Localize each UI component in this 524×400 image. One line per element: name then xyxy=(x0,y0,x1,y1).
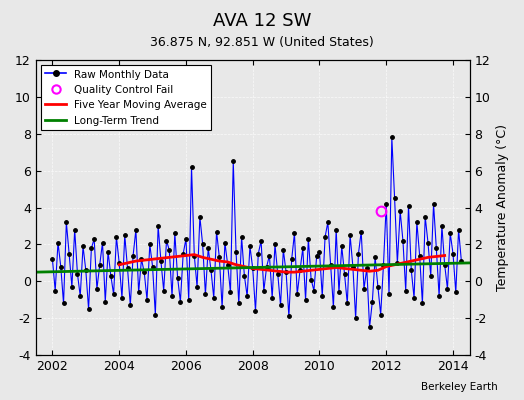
Text: 36.875 N, 92.851 W (United States): 36.875 N, 92.851 W (United States) xyxy=(150,36,374,49)
Text: AVA 12 SW: AVA 12 SW xyxy=(213,12,311,30)
Legend: Raw Monthly Data, Quality Control Fail, Five Year Moving Average, Long-Term Tren: Raw Monthly Data, Quality Control Fail, … xyxy=(41,65,211,130)
Y-axis label: Temperature Anomaly (°C): Temperature Anomaly (°C) xyxy=(496,124,509,291)
Text: Berkeley Earth: Berkeley Earth xyxy=(421,382,498,392)
